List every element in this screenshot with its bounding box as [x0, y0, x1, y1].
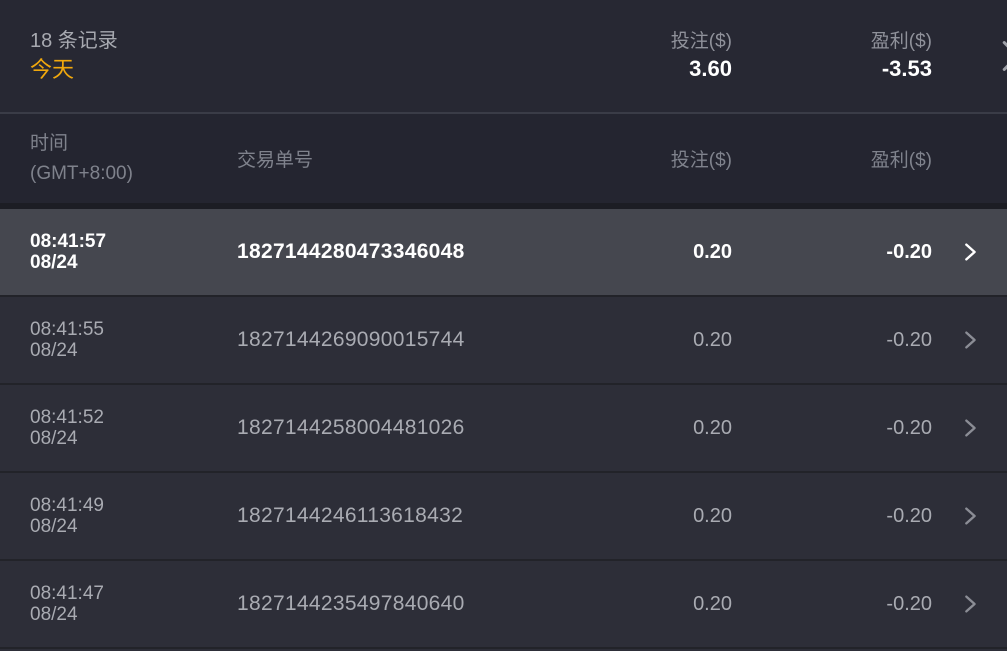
row-profit-value: -0.20 [886, 328, 932, 351]
row-time-cell: 08:41:52 08/24 [30, 407, 237, 449]
row-bet-value: 0.20 [693, 240, 732, 263]
row-date: 08/24 [30, 516, 78, 537]
row-bet-value: 0.20 [693, 504, 732, 527]
row-time: 08:41:57 [30, 231, 107, 252]
table-row[interactable]: 08:41:55 08/24 1827144269090015744 0.20 … [0, 297, 1007, 385]
row-time: 08:41:55 [30, 319, 104, 340]
header-time: 时间 (GMT+8:00) [30, 131, 237, 187]
table-row[interactable]: 08:41:57 08/24 1827144280473346048 0.20 … [0, 209, 1007, 297]
row-profit-value: -0.20 [886, 592, 932, 615]
row-date: 08/24 [30, 604, 78, 625]
header-time-label: 时间 [30, 132, 69, 154]
row-time-cell: 08:41:47 08/24 [30, 583, 237, 625]
table-body: 08:41:57 08/24 1827144280473346048 0.20 … [0, 209, 1007, 651]
summary-profit-total: 盈利($) -3.53 [732, 29, 932, 83]
chevron-right-icon[interactable] [987, 33, 1007, 79]
row-bet-value: 0.20 [693, 328, 732, 351]
summary-profit-label: 盈利($) [870, 31, 932, 52]
records-count: 18 条记录 [30, 30, 118, 52]
summary-bar[interactable]: 18 条记录 今天 投注($) 3.60 盈利($) -3.53 [0, 0, 1007, 114]
row-order-id: 1827144269090015744 [237, 328, 465, 351]
table-row[interactable]: 08:41:49 08/24 1827144246113618432 0.20 … [0, 473, 1007, 561]
row-chevron-slot [932, 503, 1007, 529]
row-order-id: 1827144280473346048 [237, 240, 465, 263]
table-header: 时间 (GMT+8:00) 交易单号 投注($) 盈利($) [0, 114, 1007, 209]
row-time-cell: 08:41:55 08/24 [30, 319, 237, 361]
chevron-right-icon[interactable] [959, 591, 981, 617]
header-profit: 盈利($) [870, 150, 932, 171]
summary-bet-value: 3.60 [689, 56, 732, 81]
summary-profit-value: -3.53 [881, 56, 932, 81]
row-chevron-slot [932, 327, 1007, 353]
row-order-id: 1827144258004481026 [237, 416, 465, 439]
row-profit-value: -0.20 [886, 240, 932, 263]
row-time-cell: 08:41:49 08/24 [30, 495, 237, 537]
row-date: 08/24 [30, 340, 78, 361]
row-chevron-slot [932, 239, 1007, 265]
row-chevron-slot [932, 591, 1007, 617]
header-bet: 投注($) [670, 150, 732, 171]
row-time: 08:41:49 [30, 495, 104, 516]
chevron-right-icon[interactable] [959, 503, 981, 529]
row-chevron-slot [932, 415, 1007, 441]
row-date: 08/24 [30, 428, 78, 449]
row-time-cell: 08:41:57 08/24 [30, 231, 237, 273]
chevron-right-icon[interactable] [959, 415, 981, 441]
row-time: 08:41:47 [30, 583, 104, 604]
summary-bet-label: 投注($) [670, 31, 732, 52]
period-label: 今天 [30, 57, 75, 82]
summary-left: 18 条记录 今天 [30, 28, 527, 84]
chevron-right-icon[interactable] [959, 327, 981, 353]
row-date: 08/24 [30, 252, 78, 273]
header-order-id: 交易单号 [237, 150, 314, 171]
row-time: 08:41:52 [30, 407, 104, 428]
summary-bet-total: 投注($) 3.60 [527, 29, 732, 83]
table-row[interactable]: 08:41:52 08/24 1827144258004481026 0.20 … [0, 385, 1007, 473]
row-order-id: 1827144246113618432 [237, 504, 464, 527]
row-order-id: 1827144235497840640 [237, 592, 465, 615]
chevron-right-icon[interactable] [959, 239, 981, 265]
row-profit-value: -0.20 [886, 504, 932, 527]
header-timezone-label: (GMT+8:00) [30, 162, 133, 184]
row-bet-value: 0.20 [693, 416, 732, 439]
row-bet-value: 0.20 [693, 592, 732, 615]
row-profit-value: -0.20 [886, 416, 932, 439]
table-row[interactable]: 08:41:47 08/24 1827144235497840640 0.20 … [0, 561, 1007, 649]
